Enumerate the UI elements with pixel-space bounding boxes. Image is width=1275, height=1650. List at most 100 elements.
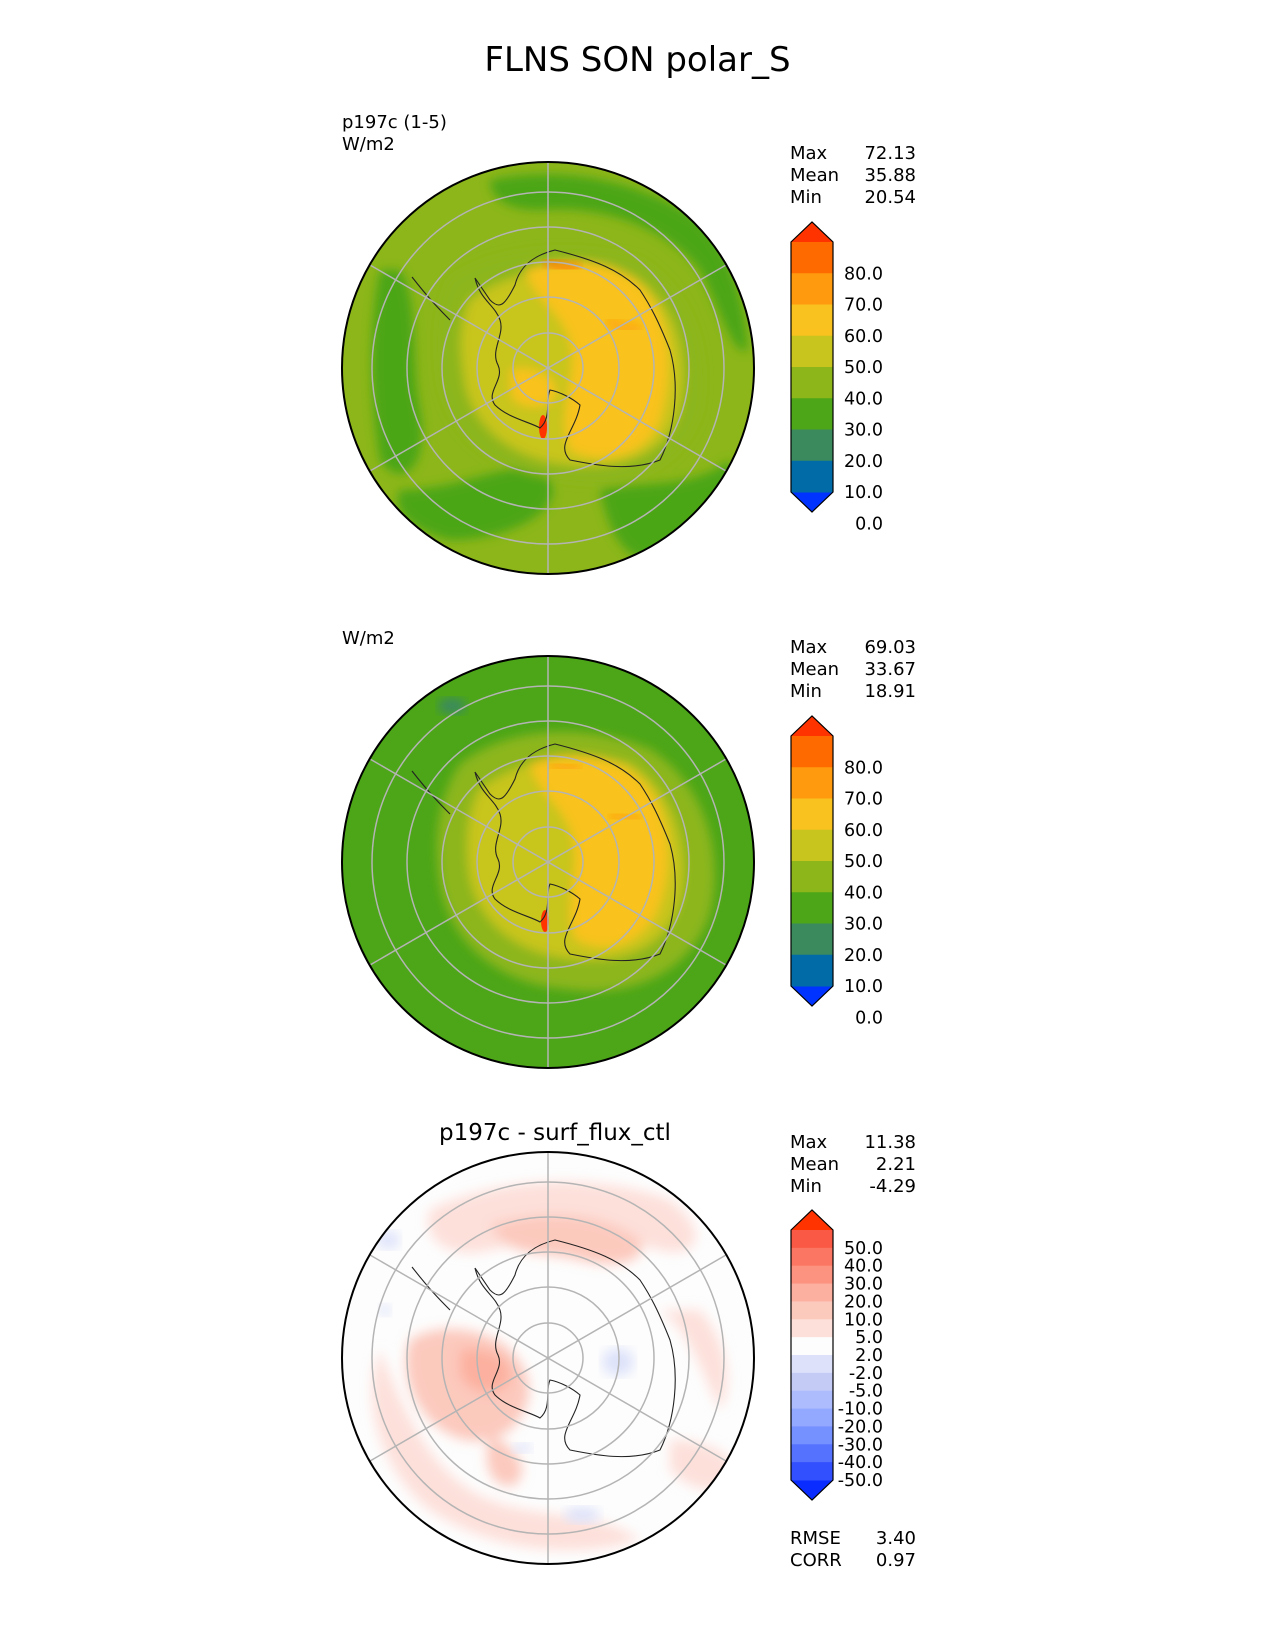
colorbar2-band — [791, 923, 833, 956]
colorbar1-tick-label: 50.0 — [844, 358, 883, 378]
colorbar3-band — [791, 1337, 833, 1356]
colorbar3-band — [791, 1408, 833, 1427]
colorbar1-outline — [790, 221, 834, 513]
panel3-field-ross-neg — [512, 1443, 532, 1453]
colorbar2-tick-label: 0.0 — [855, 1008, 883, 1028]
panel3-stat-min: Min -4.29 — [790, 1176, 916, 1197]
panel3-metric-rmse: RMSE 3.40 — [790, 1528, 916, 1549]
colorbar1-band — [791, 242, 833, 274]
panel2-stat-min: Min 18.91 — [790, 681, 916, 702]
panel2-field-max-spot — [541, 910, 549, 932]
colorbar2-tick-label: 50.0 — [844, 852, 883, 872]
panel1-field-east-antarctica-high — [525, 261, 669, 458]
colorbar3-tick-label: 30.0 — [844, 1275, 883, 1295]
colorbar2-outline — [790, 715, 834, 1007]
panel3-title: p197c - surf_flux_ctl — [439, 1120, 671, 1146]
panel1-stats: Max 72.13 Mean 35.88 Min 20.54 — [790, 143, 916, 209]
colorbar3-band — [791, 1390, 833, 1410]
colorbar2-band — [791, 861, 833, 893]
colorbar1-tick-label: 30.0 — [844, 421, 883, 441]
panel1-field-north-band — [490, 174, 748, 352]
colorbar3-tick-label: 50.0 — [844, 1239, 883, 1259]
panel1-field-ross-high — [510, 368, 556, 407]
colorbar3-tick-label: 5.0 — [855, 1328, 883, 1348]
panel3-stat-mean: Mean 2.21 — [790, 1154, 916, 1175]
panel3-field-east-pos — [660, 1310, 728, 1410]
panel3-graticule — [369, 1152, 727, 1564]
colorbar3-tick-label: -2.0 — [849, 1364, 883, 1384]
panel3-colorbar: 50.040.030.020.010.05.02.0-2.0-5.0-10.0-… — [790, 1209, 883, 1501]
colorbar2-band — [791, 892, 833, 924]
colorbar2-band — [791, 736, 833, 768]
panel2-graticule — [369, 656, 727, 1068]
panel1-field-south-band — [397, 467, 553, 540]
panel3-field-west-neg — [379, 1304, 391, 1316]
colorbar3-tick-label: -10.0 — [838, 1400, 883, 1420]
colorbar2-tick-label: 40.0 — [844, 883, 883, 903]
colorbar2-cap-top — [791, 716, 833, 736]
colorbar3-tick-label: 10.0 — [844, 1310, 883, 1330]
panel1-coastline — [474, 249, 676, 468]
colorbar2-band — [791, 767, 833, 799]
panel2-colorbar: 80.0 70.0 60.0 50.0 40.0 30.0 20.0 10.0 0.0 — [790, 715, 883, 1028]
panel3-polar-map — [341, 1151, 755, 1565]
colorbar3-band — [791, 1462, 833, 1481]
panel3-field-south-pos — [372, 1350, 640, 1550]
colorbar2-tick-label: 20.0 — [844, 946, 883, 966]
panel3-stats: Max 11.38 Mean 2.21 Min -4.29 — [790, 1132, 916, 1198]
panel3-stat-max: Max 11.38 — [790, 1132, 916, 1153]
colorbar1-band — [791, 398, 833, 430]
colorbar1-tick-label: 70.0 — [844, 296, 883, 316]
panel1-field-max-east — [605, 316, 641, 333]
panel1-boundary — [341, 161, 755, 575]
colorbar3-tick-label: 20.0 — [844, 1292, 883, 1312]
colorbar1-band — [791, 429, 833, 462]
panel3-metrics: RMSE 3.40 CORR 0.97 — [790, 1528, 916, 1572]
panel2-units: W/m2 — [342, 628, 395, 649]
panel2-field-east-antarctica-high — [530, 755, 668, 947]
colorbar2-band — [791, 954, 833, 987]
panel2-boundary — [341, 655, 755, 1069]
panel3-coastline — [474, 1239, 676, 1458]
panel1-units: W/m2 — [342, 134, 395, 155]
panel1-stat-min: Min 20.54 — [790, 187, 916, 208]
colorbar3-outline — [790, 1209, 834, 1501]
panel1-graticule — [369, 162, 727, 574]
colorbar2-band — [791, 798, 833, 831]
panel3-peninsula — [411, 1266, 451, 1311]
colorbar3-band — [791, 1247, 833, 1267]
colorbar1-tick-label: 80.0 — [844, 264, 883, 284]
colorbar1-band — [791, 273, 833, 305]
panel2-field-low-spot — [438, 698, 466, 714]
colorbar3-tick-label: -20.0 — [838, 1417, 883, 1437]
colorbar3-band — [791, 1283, 833, 1302]
colorbar1-band — [791, 367, 833, 399]
panel1-title-line1: p197c (1-5) — [342, 112, 447, 133]
colorbar3-band — [791, 1319, 833, 1338]
colorbar3-cap-bottom — [791, 1480, 833, 1500]
colorbar1-tick-label: 20.0 — [844, 452, 883, 472]
panel2-stat-max: Max 69.03 — [790, 637, 916, 658]
colorbar3-band — [791, 1355, 833, 1374]
panel3-field-ross-pos — [486, 1435, 522, 1486]
panel3-metric-corr: CORR 0.97 — [790, 1550, 916, 1571]
colorbar1-band — [791, 304, 833, 337]
panel2-coastline — [474, 743, 676, 962]
panel3-field-south-neg — [564, 1507, 600, 1523]
figure-title: FLNS SON polar_S — [484, 40, 791, 80]
panel1-peninsula — [411, 276, 451, 321]
panel2-polar-map — [341, 655, 755, 1069]
colorbar3-tick-label: -5.0 — [849, 1382, 883, 1402]
panel2-field-max-east — [608, 810, 641, 823]
colorbar3-band — [791, 1444, 833, 1463]
colorbar3-band — [791, 1230, 833, 1249]
colorbar1-cap-top — [791, 222, 833, 242]
colorbar2-band — [791, 829, 833, 862]
panel1-stat-max: Max 72.13 — [790, 143, 916, 164]
colorbar3-tick-label: -40.0 — [838, 1453, 883, 1473]
colorbar2-tick-label: 80.0 — [844, 758, 883, 778]
colorbar3-band — [791, 1265, 833, 1285]
panel2-field-max-north — [549, 760, 581, 772]
panel1-colorbar: 80.0 70.0 60.0 50.0 40.0 30.0 20.0 10.0 0.0 — [790, 221, 883, 534]
colorbar2-tick-label: 10.0 — [844, 977, 883, 997]
